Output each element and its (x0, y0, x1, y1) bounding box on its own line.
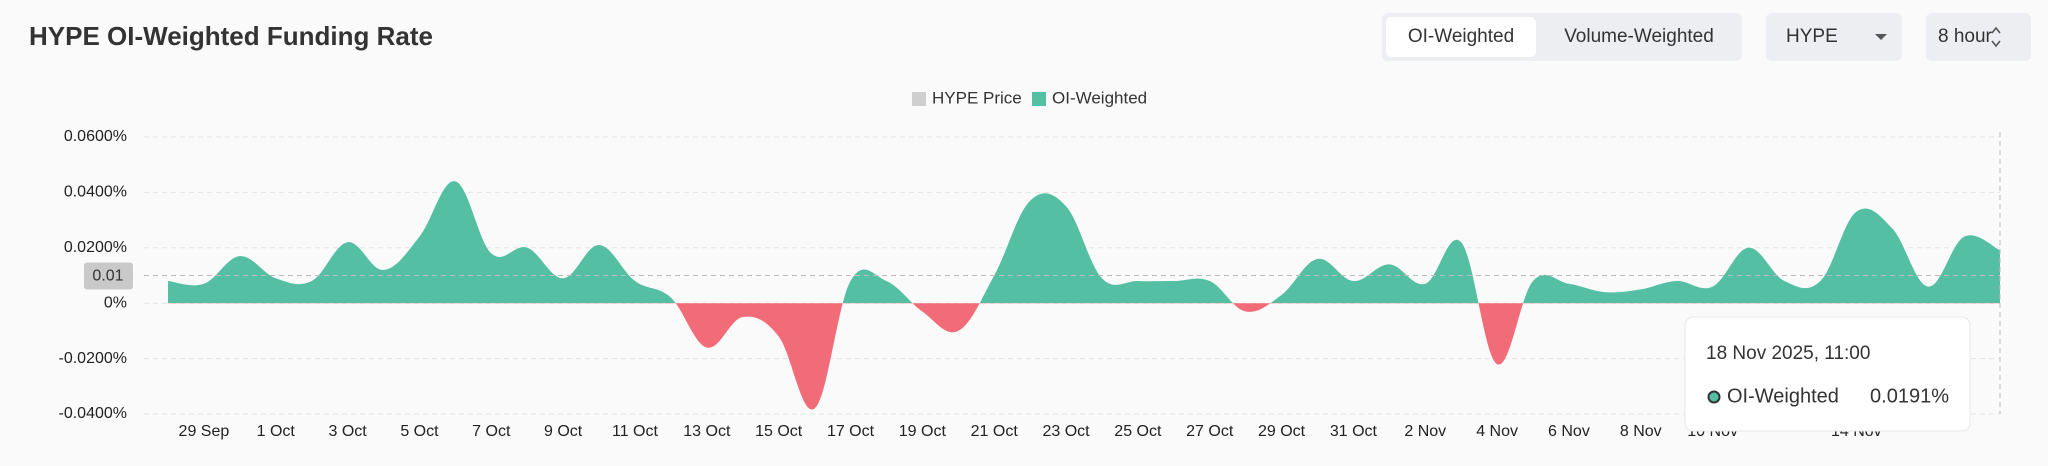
x-tick-label: 31 Oct (1330, 423, 1378, 440)
x-tick-label: 1 Oct (257, 423, 296, 440)
tooltip-dot (1707, 390, 1721, 404)
x-tick-label: 9 Oct (544, 423, 583, 440)
crosshair-label: 0.01 (92, 268, 123, 285)
asset-dropdown[interactable] (1766, 13, 1902, 61)
x-tick-label: 25 Oct (1114, 423, 1162, 440)
x-tick-label: 17 Oct (827, 423, 875, 440)
area (168, 181, 2000, 410)
y-tick-label: -0.0400% (59, 405, 128, 422)
x-tick-label: 13 Oct (683, 423, 731, 440)
x-tick-label: 5 Oct (400, 423, 439, 440)
tab-selected[interactable] (1386, 17, 1536, 57)
legend-label: HYPE Price (932, 88, 1022, 107)
tooltip-series: OI-Weighted (1727, 385, 1839, 407)
tooltip-title: 18 Nov 2025, 11:00 (1706, 343, 1870, 364)
dropdown-arrow[interactable] (1875, 34, 1887, 40)
x-tick-label: 11 Oct (612, 423, 659, 440)
legend-swatch (912, 92, 926, 106)
x-tick-label: 29 Sep (179, 423, 230, 440)
interval-arrows[interactable] (1991, 26, 2001, 48)
x-tick-label: 23 Oct (1042, 423, 1090, 440)
tooltip (1684, 316, 1971, 432)
x-tick-label: 27 Oct (1186, 423, 1234, 440)
y-tick-label: 0.0600% (64, 128, 127, 145)
y-tick-label: 0.0400% (64, 184, 127, 201)
tooltip-value: 0.0191% (1870, 385, 1949, 407)
tab[interactable]: OI-Weighted (1408, 26, 1514, 47)
x-tick-label: 8 Nov (1620, 423, 1662, 440)
y-tick-label: -0.0200% (59, 350, 128, 367)
y-tick-label: 0.0200% (64, 239, 127, 256)
interval-label[interactable]: 8 hour (1938, 26, 1993, 47)
x-tick-label: 4 Nov (1476, 423, 1518, 440)
x-tick-label: 2 Nov (1404, 423, 1446, 440)
x-tick-label: 29 Oct (1258, 423, 1306, 440)
legend-label: OI-Weighted (1052, 88, 1147, 107)
y-tick-label: 0% (104, 294, 127, 311)
interval-dropdown[interactable] (1926, 13, 2031, 61)
x-tick-label: 19 Oct (899, 423, 947, 440)
asset-label[interactable]: HYPE (1786, 26, 1838, 47)
x-tick-label: 21 Oct (971, 423, 1019, 440)
chart-title: HYPE OI-Weighted Funding Rate (29, 21, 433, 51)
x-tick-label: 7 Oct (472, 423, 511, 440)
legend-swatch (1032, 92, 1046, 106)
x-tick-label: 6 Nov (1548, 423, 1590, 440)
crosshair-label-box (84, 262, 133, 290)
x-tick-label: 3 Oct (328, 423, 367, 440)
tab[interactable]: Volume-Weighted (1564, 26, 1714, 47)
x-tick-label: 15 Oct (755, 423, 803, 440)
